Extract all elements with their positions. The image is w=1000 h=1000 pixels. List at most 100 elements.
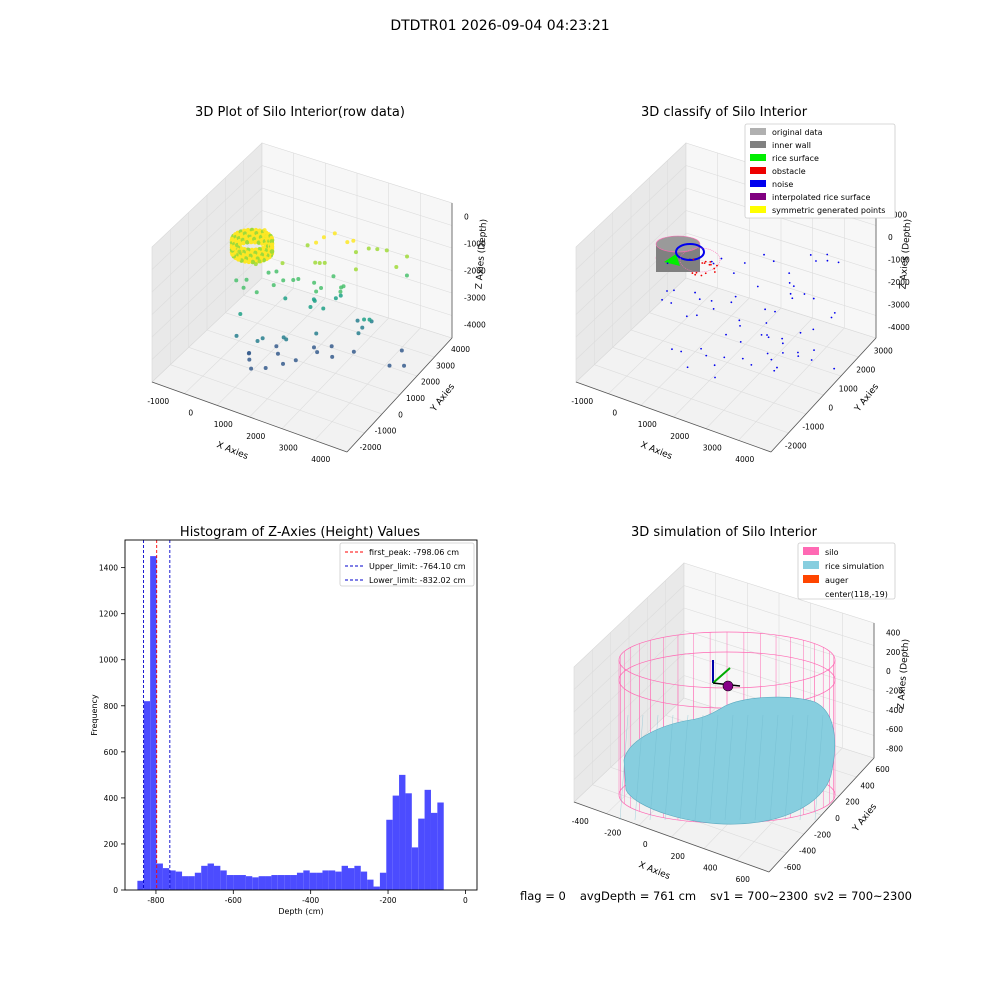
z-axis-label: Z Axies (Depth): [475, 219, 490, 290]
legend-label: rice simulation: [825, 562, 884, 571]
legend-swatch: [750, 180, 766, 187]
histogram-bar: [213, 865, 221, 890]
data-point: [291, 278, 296, 283]
data-point: [338, 293, 343, 298]
noise-point: [772, 260, 775, 263]
y-tick-label: 0: [828, 404, 833, 413]
data-point: [311, 345, 316, 350]
data-point: [244, 277, 249, 282]
z-tick-label: 0: [888, 233, 893, 242]
x-tick-label: -1000: [147, 397, 169, 406]
data-point: [330, 354, 335, 359]
y-axis-label: Y Axies: [429, 382, 458, 415]
histogram-bar: [245, 876, 253, 890]
rice-mesh-line: [709, 714, 719, 821]
noise-point: [666, 262, 669, 265]
data-point: [331, 274, 336, 279]
x-tick-label: 4000: [735, 455, 754, 464]
histogram-bar: [188, 876, 195, 890]
obstacle-point: [704, 260, 707, 263]
data-point: [281, 335, 286, 340]
noise-point: [730, 301, 733, 304]
axes-3d-panel: -100001000200030004000-2000-100001000200…: [147, 142, 490, 464]
y-axis-line: [346, 337, 453, 453]
histogram-bar: [437, 802, 444, 890]
noise-point: [712, 308, 715, 310]
data-point: [296, 277, 301, 282]
noise-point: [763, 253, 765, 256]
noise-point: [791, 297, 794, 300]
noise-point: [803, 293, 806, 295]
noise-point: [770, 358, 773, 361]
rice-mesh-line: [784, 714, 794, 821]
data-point: [283, 296, 288, 301]
data-point: [362, 317, 367, 322]
sv2-text: sv2 = 700~2300: [814, 889, 912, 903]
rice-mesh-line: [694, 714, 704, 821]
x-axis-line: [573, 801, 770, 873]
data-point: [405, 254, 410, 259]
y-tick-label: 400: [860, 781, 875, 790]
data-point: [317, 261, 322, 266]
legend-swatch: [803, 575, 819, 583]
legend-label: first_peak: -798.06 cm: [369, 548, 459, 557]
noise-point: [781, 342, 784, 345]
legend-label: inner wall: [772, 141, 811, 150]
data-point: [269, 239, 275, 244]
histogram-bar: [265, 876, 272, 890]
noise-point: [685, 315, 688, 318]
histogram-bar: [360, 871, 368, 890]
noise-point: [680, 350, 683, 353]
rice-mesh-line: [739, 714, 749, 821]
obstacle-point: [701, 262, 704, 264]
data-point: [269, 242, 275, 248]
z-tick-label: 1000: [888, 210, 907, 219]
x-tick-label: 1000: [214, 420, 233, 429]
x-axis-line: [151, 381, 348, 453]
obstacle-point: [700, 274, 703, 277]
noise-point: [741, 357, 744, 360]
data-point: [315, 350, 320, 355]
data-point: [252, 239, 258, 245]
noise-point: [705, 354, 708, 357]
y-tick-label: -2000: [785, 442, 807, 451]
z-tick-label: -1000: [888, 255, 910, 264]
data-point: [234, 278, 239, 283]
x-tick-label: 200: [671, 852, 686, 861]
obstacle-point: [695, 271, 698, 274]
scatter-points: [229, 227, 410, 371]
avg-depth-text: avgDepth = 761 cm: [579, 889, 697, 903]
histogram-bar: [430, 812, 438, 890]
y-tick-label: 400: [104, 794, 119, 803]
data-point: [355, 318, 360, 323]
status-footer: flag = 0 avgDepth = 761 cm sv1 = 700~2300 s…: [520, 889, 926, 903]
data-point: [246, 259, 252, 265]
data-point: [356, 331, 361, 336]
data-point: [245, 239, 250, 245]
data-point: [314, 240, 319, 245]
y-tick-label: -200: [814, 830, 831, 839]
histogram-bar: [424, 789, 431, 890]
data-point: [241, 240, 246, 246]
histogram-bar: [137, 880, 144, 890]
legend-swatch: [803, 561, 819, 569]
noise-point: [720, 257, 723, 260]
x-tick-label: -600: [225, 896, 242, 905]
data-point: [293, 358, 298, 363]
obstacle-point: [694, 273, 697, 276]
noise-point: [713, 364, 716, 367]
data-point: [311, 297, 316, 302]
data-point: [254, 290, 259, 295]
histogram-bar: [162, 868, 170, 890]
z-tick-label: 0: [886, 667, 891, 676]
noise-point: [837, 261, 840, 264]
legend-label: symmetric generated points: [772, 206, 885, 215]
y-tick-label: -1000: [802, 423, 824, 432]
y-tick-label: -600: [784, 863, 801, 872]
histogram-bar: [233, 875, 240, 890]
legend-label: Upper_limit: -764.10 cm: [369, 562, 466, 571]
noise-point: [792, 285, 795, 288]
rice-mesh-line: [769, 714, 779, 821]
grid-line: [151, 165, 263, 270]
x-tick-label: 4000: [311, 455, 330, 464]
